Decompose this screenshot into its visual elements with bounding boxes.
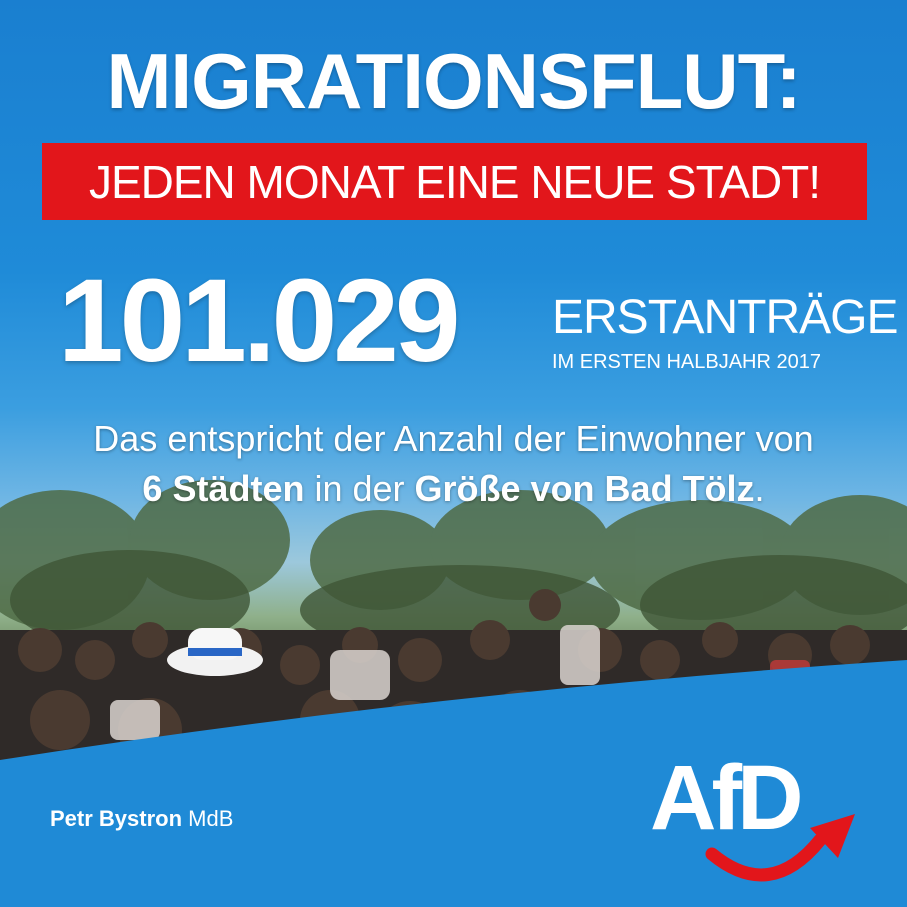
afd-logo: AfD <box>650 752 870 882</box>
description: Das entspricht der Anzahl der Einwohner … <box>0 414 907 515</box>
afd-logo-arrow-icon <box>705 814 855 882</box>
description-mid: in der <box>304 468 415 510</box>
description-bold2: Größe von Bad Tölz <box>414 468 755 510</box>
banner-text: JEDEN MONAT EINE NEUE STADT! <box>88 155 821 208</box>
description-line1: Das entspricht der Anzahl der Einwohner … <box>93 418 814 459</box>
headline: MIGRATIONSFLUT: <box>106 37 801 125</box>
author-name: Petr Bystron <box>50 806 183 831</box>
description-bold1: 6 Städten <box>142 468 305 510</box>
description-end: . <box>754 468 765 510</box>
number-label-main: ERSTANTRÄGE <box>552 291 898 344</box>
number-label-sub: IM ERSTEN HALBJAHR 2017 <box>552 351 821 373</box>
number-label: ERSTANTRÄGE IM ERSTEN HALBJAHR 2017 <box>552 291 898 373</box>
red-banner: JEDEN MONAT EINE NEUE STADT! <box>42 143 867 220</box>
afd-logo-text: AfD <box>650 747 803 849</box>
author: Petr Bystron MdB <box>50 806 233 832</box>
author-title: MdB <box>182 806 234 831</box>
description-line2: 6 Städten in der Größe von Bad Tölz. <box>0 464 907 514</box>
big-number: 101.029 <box>58 255 461 387</box>
